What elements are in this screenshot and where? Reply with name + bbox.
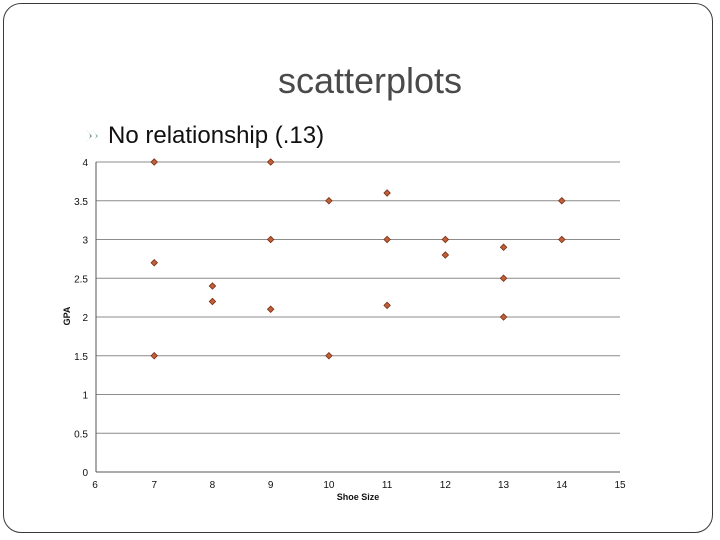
- data-point: [499, 313, 508, 321]
- data-point: [558, 235, 566, 244]
- data-point: [441, 235, 450, 244]
- y-tick-label: 0: [82, 468, 88, 479]
- y-tick-label: 3.5: [74, 197, 88, 208]
- x-tick-label: 11: [382, 480, 393, 491]
- y-tick-label: 4: [82, 158, 88, 169]
- data-point: [441, 251, 450, 259]
- data-point: [266, 235, 275, 244]
- data-point: [325, 351, 333, 360]
- bullet-arrow-icon: [86, 130, 98, 142]
- data-point: [499, 243, 508, 252]
- slide-title: scatterplots: [277, 60, 463, 101]
- y-tick-label: 2.5: [74, 274, 88, 285]
- x-tick-label: 7: [151, 480, 157, 491]
- data-point: [266, 158, 275, 166]
- x-tick-label: 8: [210, 480, 216, 491]
- data-point: [383, 235, 391, 244]
- x-tick-label: 12: [440, 480, 452, 491]
- data-point: [558, 196, 566, 205]
- x-tick-label: 6: [92, 480, 98, 491]
- data-point: [150, 351, 158, 360]
- y-axis-title: GPA: [62, 306, 72, 325]
- slide-frame: [3, 3, 713, 533]
- x-tick-label: 14: [556, 480, 568, 491]
- x-tick-label: 13: [498, 480, 510, 491]
- bullet-item: No relationship (.13): [84, 122, 324, 150]
- y-tick-label: 1.5: [74, 352, 88, 363]
- y-tick-label: 0.5: [74, 429, 88, 440]
- data-point: [208, 297, 217, 306]
- x-axis-title: Shoe Size: [337, 492, 380, 502]
- data-point: [383, 189, 391, 197]
- data-point: [383, 301, 391, 310]
- y-tick-label: 1: [82, 391, 88, 402]
- data-point: [266, 305, 275, 314]
- data-point: [499, 274, 508, 283]
- data-point: [208, 282, 217, 290]
- y-tick-label: 2: [82, 313, 88, 324]
- data-point: [150, 158, 158, 166]
- bullet-text: No relationship (.13): [108, 122, 325, 149]
- data-point: [325, 196, 333, 205]
- y-tick-label: 3: [82, 236, 88, 247]
- data-point: [150, 258, 158, 267]
- x-tick-label: 15: [614, 480, 626, 491]
- x-tick-label: 9: [268, 480, 274, 491]
- x-tick-label: 10: [323, 480, 335, 491]
